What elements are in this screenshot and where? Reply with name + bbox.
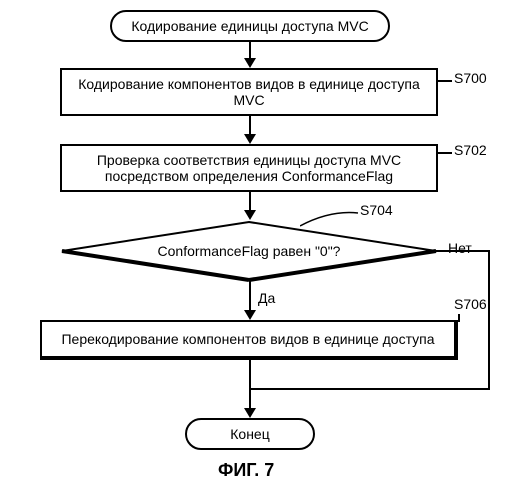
arrow-s706-end <box>249 360 251 412</box>
s704-yes-label: Да <box>258 290 275 306</box>
s704-leader <box>300 210 360 230</box>
decision-s704: ConformanceFlag равен "0"? <box>60 220 438 282</box>
s704-tag: S704 <box>360 202 393 218</box>
arrowhead-s700-s702 <box>244 134 256 144</box>
s704-text: ConformanceFlag равен "0"? <box>158 243 341 259</box>
s706-text: Перекодирование компонентов видов в един… <box>61 331 434 347</box>
arrowhead-s704-yes <box>244 310 256 320</box>
s704-no-label: Нет <box>448 240 472 256</box>
s702-tag: S702 <box>454 142 487 158</box>
arrow-no-h1 <box>436 250 490 252</box>
s706-tag: S706 <box>454 296 487 312</box>
s700-tag: S700 <box>454 70 487 86</box>
process-s702: Проверка соответствия единицы доступа MV… <box>60 144 438 192</box>
arrow-no-h2 <box>251 388 490 390</box>
s702-leader <box>438 152 452 154</box>
arrowhead-s702-s704 <box>244 210 256 220</box>
s700-leader <box>438 80 452 82</box>
s702-text: Проверка соответствия единицы доступа MV… <box>68 152 430 184</box>
figure-caption: ФИГ. 7 <box>218 460 274 481</box>
arrow-no-v <box>488 250 490 390</box>
end-terminator: Конец <box>185 418 315 450</box>
start-text: Кодирование единицы доступа MVC <box>131 18 368 34</box>
arrowhead-start-s700 <box>244 58 256 68</box>
s700-text: Кодирование компонентов видов в единице … <box>68 76 430 108</box>
arrowhead-s706-end <box>244 408 256 418</box>
process-s706: Перекодирование компонентов видов в един… <box>40 320 458 360</box>
end-text: Конец <box>230 426 269 442</box>
arrow-s704-yes <box>249 280 251 314</box>
s706-leader <box>458 314 460 322</box>
process-s700: Кодирование компонентов видов в единице … <box>60 68 438 116</box>
start-terminator: Кодирование единицы доступа MVC <box>110 10 390 42</box>
